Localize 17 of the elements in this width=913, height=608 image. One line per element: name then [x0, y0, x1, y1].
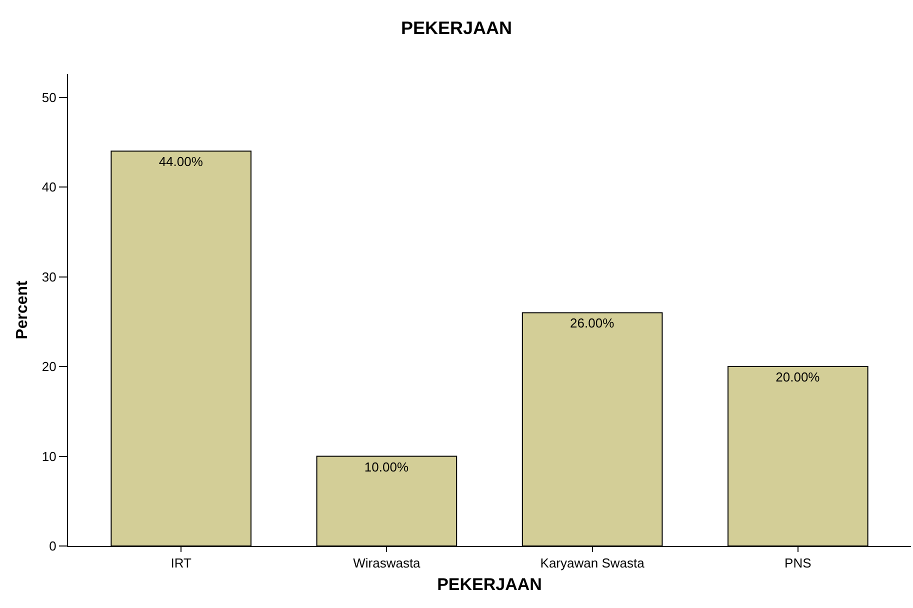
- x-axis-title: PEKERJAAN: [437, 575, 542, 594]
- y-tick-label: 20: [42, 359, 56, 374]
- y-tick-label: 10: [42, 448, 56, 464]
- data-label: 10.00%: [364, 459, 409, 474]
- data-label: 26.00%: [570, 316, 615, 331]
- data-label: 20.00%: [776, 370, 820, 385]
- x-tick-label: IRT: [170, 556, 192, 571]
- y-tick-label: 30: [42, 269, 56, 284]
- y-tick-label: 0: [49, 538, 56, 554]
- x-tick-label: Karyawan Swasta: [540, 556, 646, 571]
- y-tick-label: 50: [42, 90, 56, 105]
- chart-title: PEKERJAAN: [400, 18, 512, 38]
- data-label: 44.00%: [158, 154, 204, 170]
- y-tick-label: 40: [42, 180, 56, 195]
- y-axis-title: Percent: [14, 280, 31, 340]
- x-tick-label: Wiraswasta: [353, 556, 422, 571]
- x-tick-label: PNS: [784, 556, 812, 571]
